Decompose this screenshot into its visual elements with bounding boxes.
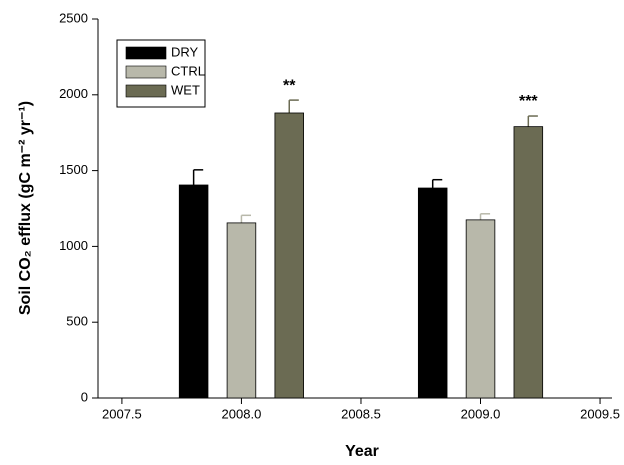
significance-marker: *** <box>519 93 538 110</box>
legend-swatch <box>125 46 167 60</box>
bar <box>178 184 209 399</box>
y-axis-label: Soil CO₂ efflux (gC m⁻² yr⁻¹) <box>17 101 34 315</box>
x-tick-label: 2008.0 <box>222 406 262 421</box>
legend-swatch <box>125 84 167 98</box>
bar <box>513 126 544 399</box>
legend-label: CTRL <box>171 63 205 78</box>
y-tick-label: 500 <box>66 314 88 329</box>
x-tick-label: 2008.5 <box>341 406 381 421</box>
bar <box>417 187 448 399</box>
legend-swatch <box>125 65 167 79</box>
x-tick-label: 2007.5 <box>102 406 142 421</box>
bar <box>274 112 304 399</box>
y-tick-label: 1000 <box>59 238 88 253</box>
y-tick-label: 2500 <box>59 10 88 25</box>
bar <box>226 222 257 399</box>
legend-label: WET <box>171 82 200 97</box>
legend-label: DRY <box>171 44 199 59</box>
x-axis-label: Year <box>345 443 379 460</box>
x-tick-label: 2009.5 <box>580 406 620 421</box>
significance-marker: ** <box>283 77 296 94</box>
bar <box>465 219 496 399</box>
y-tick-label: 1500 <box>59 162 88 177</box>
y-tick-label: 2000 <box>59 86 88 101</box>
x-tick-label: 2009.0 <box>461 406 501 421</box>
y-tick-label: 0 <box>81 389 88 404</box>
